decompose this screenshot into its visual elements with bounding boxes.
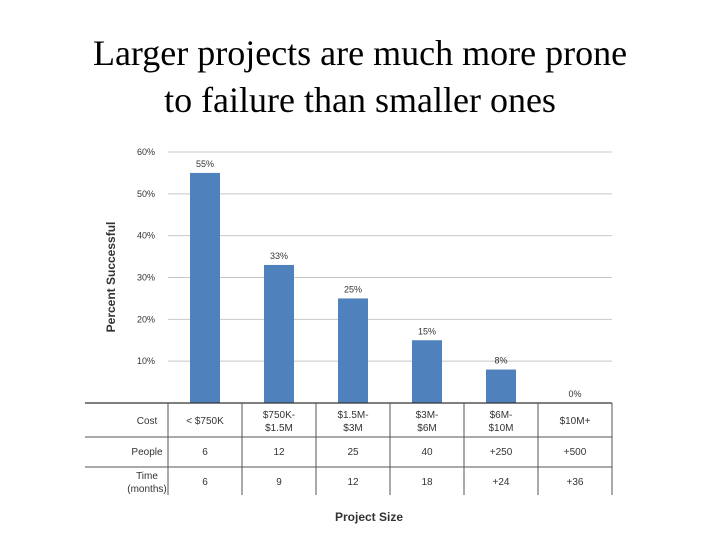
table-row-label: Cost — [137, 416, 158, 427]
y-tick-label: 40% — [137, 231, 155, 241]
bar — [190, 172, 220, 403]
bar — [412, 340, 442, 403]
table-cell-time: +36 — [567, 477, 584, 488]
table-cell-cost: < $750K — [186, 416, 224, 427]
table-cell-cost: $1.5M — [265, 423, 293, 434]
table-cell-cost: $6M- — [490, 410, 513, 421]
y-tick-label: 10% — [137, 356, 155, 366]
table-cell-cost: $750K- — [263, 410, 295, 421]
bar-value-label: 33% — [270, 251, 288, 261]
slide-title: Larger projects are much more prone to f… — [0, 30, 720, 124]
bar-value-label: 25% — [344, 284, 362, 294]
table-cell-people: 40 — [421, 447, 433, 458]
table-cell-time: 18 — [421, 477, 433, 488]
bar — [264, 264, 294, 403]
table-cell-people: 25 — [347, 447, 359, 458]
table-cell-cost: $10M+ — [560, 416, 591, 427]
title-line-2: to failure than smaller ones — [164, 80, 556, 120]
table-row-label: (months) — [127, 484, 166, 495]
bar-value-label: 8% — [494, 356, 507, 366]
table-row-label: Time — [136, 471, 158, 482]
table-cell-time: 12 — [347, 477, 359, 488]
table-cell-people: +500 — [564, 447, 587, 458]
table-row-label: People — [131, 447, 163, 458]
table-cell-time: +24 — [493, 477, 510, 488]
table-cell-cost: $1.5M- — [337, 410, 368, 421]
bar — [486, 369, 516, 403]
x-axis-label: Project Size — [335, 510, 403, 524]
table-cell-people: 12 — [273, 447, 285, 458]
bar — [338, 298, 368, 403]
table-cell-people: 6 — [202, 447, 208, 458]
table-cell-time: 9 — [276, 477, 282, 488]
table-cell-time: 6 — [202, 477, 208, 488]
y-tick-label: 20% — [137, 314, 155, 324]
title-line-1: Larger projects are much more prone — [92, 33, 628, 73]
table-cell-cost: $3M- — [416, 410, 439, 421]
table-cell-cost: $3M — [343, 423, 362, 434]
bar-value-label: 15% — [418, 326, 436, 336]
bar-value-label: 0% — [568, 389, 581, 399]
table-cell-cost: $6M — [417, 423, 436, 434]
y-tick-label: 30% — [137, 273, 155, 283]
bar-value-label: 55% — [196, 159, 214, 169]
table-cell-people: +250 — [490, 447, 513, 458]
y-axis-label: Percent Successful — [104, 222, 118, 333]
y-tick-label: 50% — [137, 189, 155, 199]
y-tick-label: 60% — [137, 147, 155, 157]
table-cell-cost: $10M — [488, 423, 513, 434]
